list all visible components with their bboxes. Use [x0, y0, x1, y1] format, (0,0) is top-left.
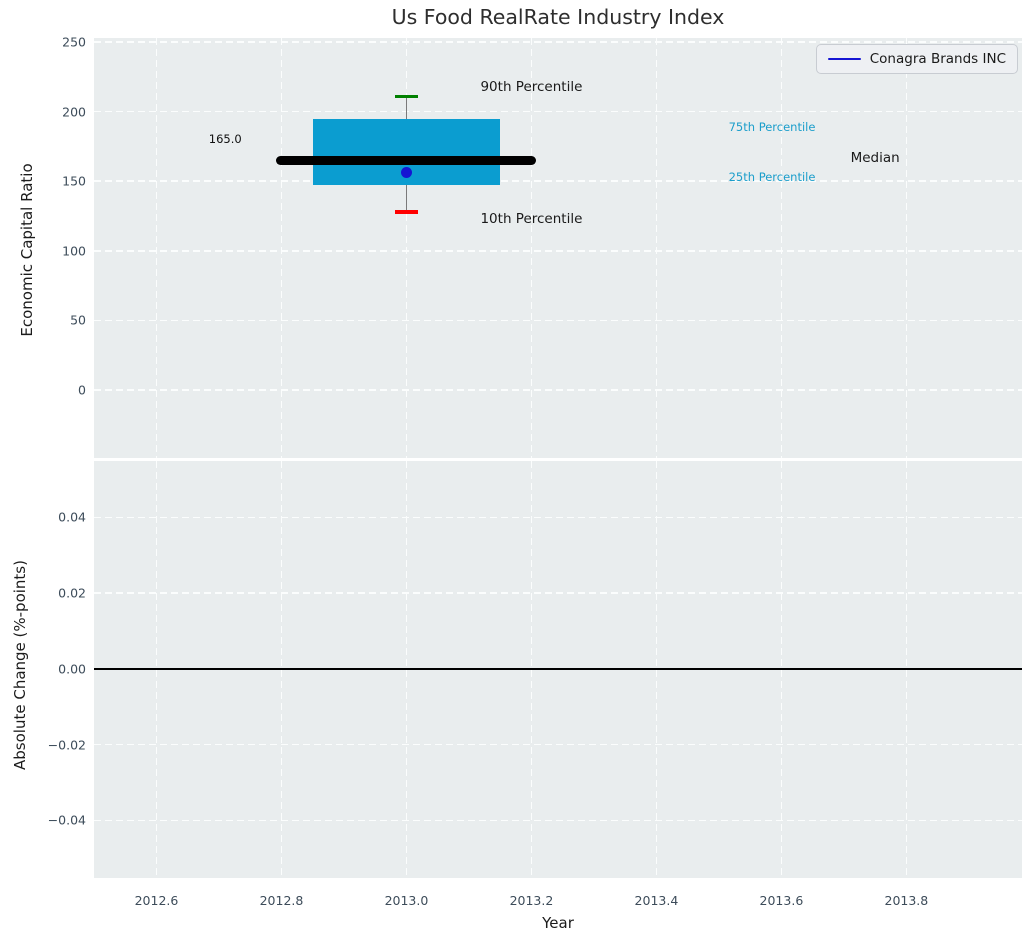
- gridline: [94, 41, 1022, 43]
- gridline: [530, 38, 533, 458]
- x-tick-label: 2013.0: [384, 893, 429, 908]
- legend-label: Conagra Brands INC: [869, 51, 1006, 67]
- whisker-cap-p90: [394, 94, 418, 98]
- chart-title: Us Food RealRate Industry Index: [391, 5, 725, 29]
- gridline: [280, 38, 283, 458]
- x-tick-label: 2013.8: [884, 893, 929, 908]
- annotation-25th-percentile: 25th Percentile: [728, 170, 816, 185]
- annotation-10th-percentile: 10th Percentile: [480, 210, 583, 227]
- y-tick-label: 250: [62, 34, 86, 50]
- gridline: [905, 38, 908, 458]
- y-tick-label: −0.02: [47, 737, 86, 753]
- x-tick-label: 2012.8: [259, 893, 304, 908]
- gridline: [94, 250, 1022, 252]
- gridline: [94, 516, 1022, 519]
- gridline: [405, 38, 408, 458]
- y-tick-label: 150: [62, 173, 86, 189]
- company-point: [400, 167, 412, 179]
- y-tick-label: 0.04: [58, 509, 86, 525]
- x-tick-label: 2013.4: [634, 893, 679, 908]
- whisker-cap-p10: [394, 210, 418, 214]
- x-axis-label: Year: [542, 914, 574, 932]
- y-axis-label-top: Economic Capital Ratio: [18, 163, 36, 337]
- annotation-165-0: 165.0: [208, 132, 242, 147]
- bottom-axes: [94, 461, 1022, 878]
- gridline: [94, 819, 1022, 822]
- gridline: [94, 743, 1022, 746]
- y-tick-label: 200: [62, 104, 86, 120]
- gridline: [94, 389, 1022, 391]
- x-tick-label: 2013.6: [759, 893, 804, 908]
- y-tick-label: −0.04: [47, 812, 86, 828]
- median-line: [276, 155, 537, 165]
- gridline: [94, 592, 1022, 594]
- annotation-median: Median: [850, 149, 900, 166]
- gridline: [94, 110, 1022, 113]
- gridline: [655, 38, 658, 458]
- annotation-75th-percentile: 75th Percentile: [728, 119, 816, 134]
- top-axes: 90th Percentile 10th Percentile 165.0 75th …: [94, 38, 1022, 458]
- x-tick-label: 2012.6: [134, 893, 179, 908]
- gridline: [94, 180, 1022, 182]
- y-axis-label-bottom: Absolute Change (%-points): [11, 560, 29, 770]
- x-tick-label: 2013.2: [509, 893, 554, 908]
- y-tick-label: 0.00: [58, 661, 86, 677]
- annotation-90th-percentile: 90th Percentile: [480, 78, 583, 95]
- y-tick-label: 0: [78, 382, 86, 398]
- gridline: [155, 38, 158, 458]
- y-tick-label: 50: [70, 312, 86, 328]
- legend: Conagra Brands INC: [815, 44, 1018, 74]
- gridline: [780, 38, 783, 458]
- gridline: [94, 319, 1022, 322]
- y-tick-label: 0.02: [58, 585, 86, 601]
- y-tick-label: 100: [62, 243, 86, 259]
- legend-line-swatch: [827, 57, 861, 61]
- zero-line: [94, 668, 1022, 670]
